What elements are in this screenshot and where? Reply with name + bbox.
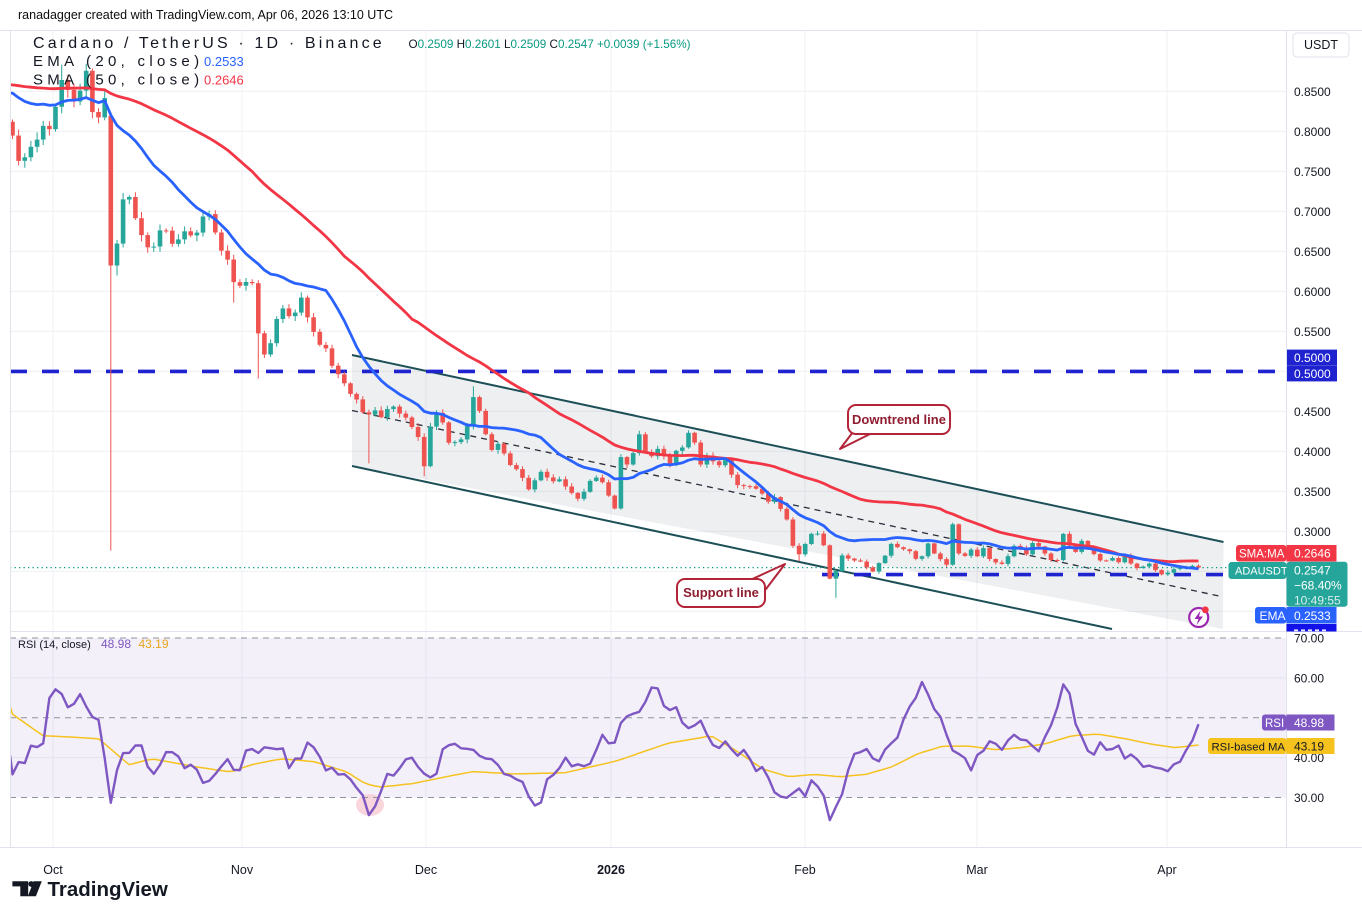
svg-text:Nov: Nov (231, 863, 254, 877)
svg-text:0.5000: 0.5000 (1294, 367, 1331, 381)
svg-text:Dec: Dec (415, 863, 437, 877)
svg-text:0.2646: 0.2646 (1294, 547, 1331, 561)
svg-text:TradingView: TradingView (48, 878, 168, 901)
svg-text:0.7000: 0.7000 (1294, 205, 1331, 219)
svg-text:USDT: USDT (1304, 38, 1338, 52)
svg-text:0.8000: 0.8000 (1294, 125, 1331, 139)
svg-text:0.7500: 0.7500 (1294, 165, 1331, 179)
svg-text:Apr: Apr (1157, 863, 1176, 877)
svg-text:0.2547: 0.2547 (1294, 564, 1331, 578)
svg-text:0.4500: 0.4500 (1294, 405, 1331, 419)
svg-text:RSI (14, close): RSI (14, close) (18, 639, 91, 651)
svg-text:0.6000: 0.6000 (1294, 285, 1331, 299)
svg-text:0.6500: 0.6500 (1294, 245, 1331, 259)
svg-text:0.5000: 0.5000 (1294, 351, 1331, 365)
svg-text:2026: 2026 (597, 863, 625, 877)
svg-text:0.3000: 0.3000 (1294, 525, 1331, 539)
svg-text:ADAUSDT: ADAUSDT (1235, 566, 1288, 578)
svg-text:10:49:55: 10:49:55 (1294, 594, 1341, 608)
svg-text:70.00: 70.00 (1294, 632, 1324, 646)
svg-text:43.19: 43.19 (1294, 740, 1324, 754)
svg-text:0.3500: 0.3500 (1294, 485, 1331, 499)
svg-text:Mar: Mar (966, 863, 988, 877)
svg-text:SMA:MA: SMA:MA (1239, 549, 1285, 561)
svg-text:40.00: 40.00 (1294, 751, 1324, 765)
svg-text:0.5500: 0.5500 (1294, 325, 1331, 339)
svg-text:EMA: EMA (1260, 609, 1286, 623)
svg-text:43.19: 43.19 (139, 637, 169, 651)
svg-text:Oct: Oct (43, 863, 63, 877)
svg-text:0.2533: 0.2533 (204, 54, 244, 69)
svg-text:0.2646: 0.2646 (204, 73, 244, 88)
svg-text:EMA (20, close): EMA (20, close) (33, 53, 203, 70)
svg-text:Support line: Support line (683, 585, 759, 600)
svg-text:0.8500: 0.8500 (1294, 85, 1331, 99)
svg-text:30.00: 30.00 (1294, 791, 1324, 805)
svg-text:Feb: Feb (794, 863, 816, 877)
svg-text:48.98: 48.98 (101, 637, 131, 651)
svg-text:RSI: RSI (1265, 718, 1284, 730)
svg-text:0.2533: 0.2533 (1294, 609, 1331, 623)
svg-text:−68.40%: −68.40% (1294, 579, 1342, 593)
svg-text:O0.2509 H0.2601 L0.2509 C0.254: O0.2509 H0.2601 L0.2509 C0.2547 +0.0039 … (409, 38, 691, 51)
svg-text:Cardano / TetherUS · 1D · Bina: Cardano / TetherUS · 1D · Binance (33, 35, 385, 52)
svg-text:0.4000: 0.4000 (1294, 445, 1331, 459)
svg-text:Downtrend line: Downtrend line (852, 412, 946, 427)
svg-text:ranadagger created with Tradin: ranadagger created with TradingView.com,… (18, 8, 393, 22)
svg-text:SMA (50, close): SMA (50, close) (33, 72, 203, 89)
svg-text:RSI-based MA: RSI-based MA (1212, 742, 1286, 754)
svg-text:60.00: 60.00 (1294, 671, 1324, 685)
svg-text:48.98: 48.98 (1294, 716, 1324, 730)
